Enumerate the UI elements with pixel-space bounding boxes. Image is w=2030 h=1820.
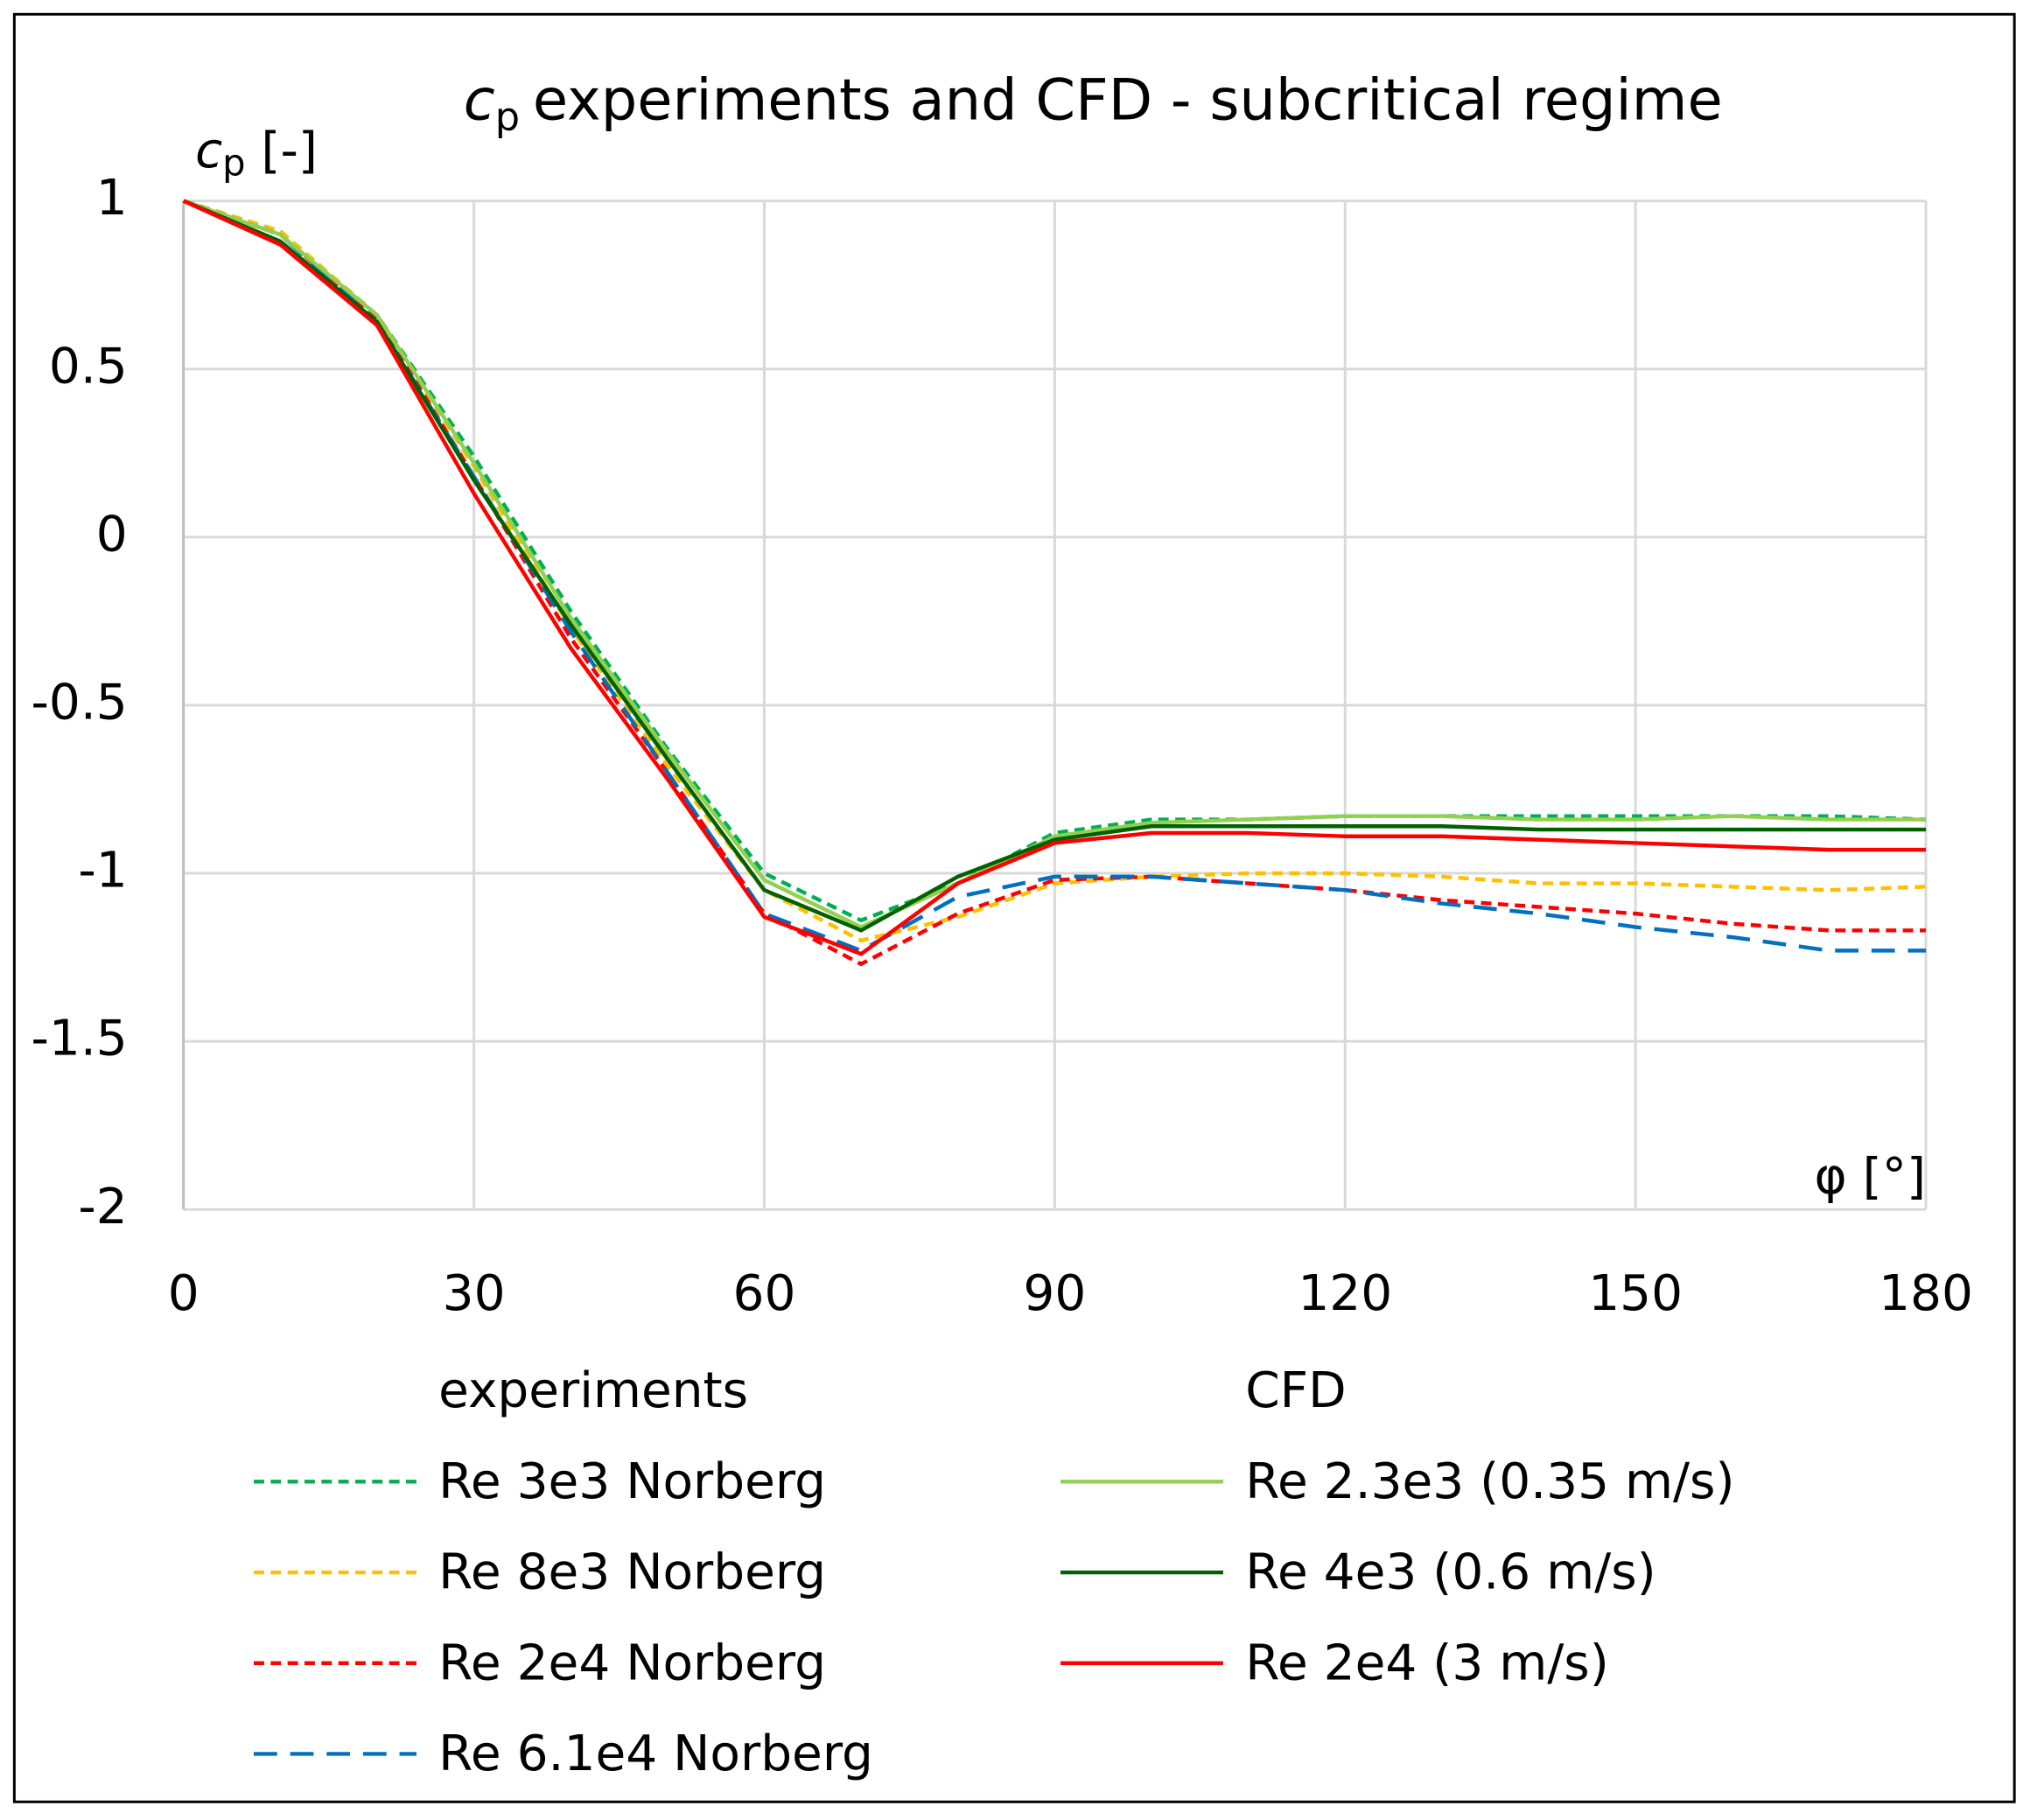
y-tick-label: -1.5 (32, 1011, 128, 1068)
y-tick-label: 1 (96, 170, 128, 227)
title-text: experiments and CFD - subcritical regime (533, 67, 1723, 134)
x-axis-label: φ [°] (1814, 1149, 1926, 1206)
x-tick-label: 90 (1023, 1265, 1086, 1322)
grid: -2 -1.5 -1 -0.5 0 0.5 1 0 30 60 90 120 150 180 (32, 170, 1973, 1322)
x-tick-label: 180 (1879, 1265, 1973, 1322)
y-tick-label: -1 (78, 843, 127, 900)
legend-label: Re 3e3 Norberg (438, 1453, 826, 1510)
legend-title: experiments (438, 1362, 748, 1419)
x-tick-label: 120 (1298, 1265, 1392, 1322)
legend-title: CFD (1245, 1362, 1346, 1419)
plot-lines (182, 199, 1927, 967)
data-line (182, 199, 1927, 933)
chart-title: cp experiments and CFD - subcritical regi… (464, 67, 1723, 140)
y-axis-label: cp [-] (195, 122, 318, 185)
data-line (182, 199, 1927, 956)
y-label-unit: [-] (261, 122, 317, 179)
title-symbol: c (464, 67, 495, 134)
y-label-symbol: c (195, 122, 222, 179)
y-tick-label: 0.5 (49, 338, 128, 395)
y-tick-label: 0 (96, 507, 128, 564)
legend-label: Re 8e3 Norberg (438, 1544, 826, 1601)
legend-label: Re 2e4 Norberg (438, 1634, 826, 1691)
title-subscript: p (495, 94, 520, 139)
legend-label: Re 2e4 (3 m/s) (1245, 1634, 1609, 1691)
legend: experiments CFD Re 3e3 Norberg Re 8e3 Norbe… (254, 1362, 1735, 1782)
frame (12, 12, 2016, 1803)
y-tick-label: -2 (78, 1179, 127, 1236)
data-line (182, 199, 1927, 967)
legend-label: Re 2.3e3 (0.35 m/s) (1245, 1453, 1734, 1510)
x-tick-label: 0 (168, 1265, 200, 1322)
y-tick-label: -0.5 (32, 675, 128, 732)
data-line (183, 199, 1927, 923)
x-tick-label: 150 (1588, 1265, 1683, 1322)
x-tick-label: 30 (443, 1265, 506, 1322)
legend-label: Re 6.1e4 Norberg (438, 1726, 873, 1782)
data-line (182, 199, 1927, 929)
y-label-subscript: p (222, 142, 245, 185)
x-tick-label: 60 (733, 1265, 796, 1322)
legend-label: Re 4e3 (0.6 m/s) (1245, 1544, 1656, 1601)
